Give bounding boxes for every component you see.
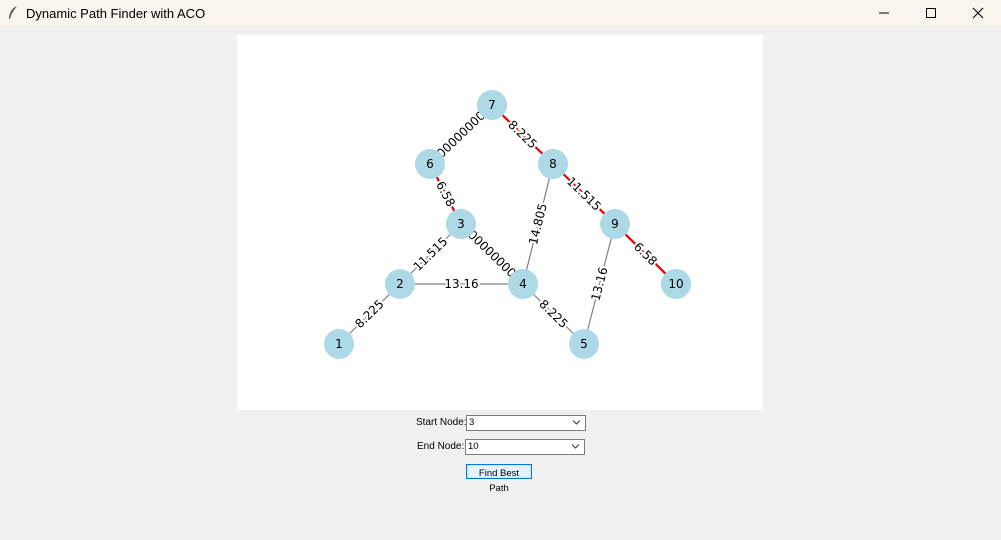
edge-label-6-7: 00000000 bbox=[434, 108, 488, 160]
end-node-value: 10 bbox=[468, 441, 479, 452]
end-node-select[interactable]: 10 bbox=[465, 439, 585, 455]
edge-5-9 bbox=[583, 223, 616, 345]
graph-drawing: 8.22511.51513.16000000008.22514.80513.16… bbox=[324, 90, 691, 359]
node-4 bbox=[508, 269, 538, 299]
node-7 bbox=[477, 90, 507, 120]
chevron-down-icon bbox=[572, 420, 581, 425]
node-8 bbox=[538, 149, 568, 179]
start-node-value: 3 bbox=[469, 417, 475, 428]
node-5 bbox=[569, 329, 599, 359]
graph-canvas: 8.225 11.515 13.16 00000000 8.225 14.805 13.16… bbox=[237, 35, 763, 410]
node-6 bbox=[415, 149, 445, 179]
node-label-4: 4 bbox=[519, 277, 527, 291]
window-title: Dynamic Path Finder with ACO bbox=[26, 6, 206, 21]
edge-label-3-4: 00000000 bbox=[465, 228, 519, 281]
edge-label-3-6: 6.58 bbox=[433, 179, 458, 209]
node-label-8: 8 bbox=[549, 157, 557, 171]
node-10 bbox=[661, 269, 691, 299]
edge-label-2-3: 11.515 bbox=[411, 234, 451, 273]
end-node-row: End Node: 10 bbox=[414, 439, 594, 455]
node-label-3: 3 bbox=[457, 217, 465, 231]
edge-label-4-5: 8.225 bbox=[536, 297, 570, 331]
node-label-1: 1 bbox=[335, 337, 343, 351]
find-best-path-button[interactable]: Find Best Path bbox=[466, 464, 532, 494]
start-node-row: Start Node: 3 bbox=[414, 415, 594, 431]
edge-label-4-8: 14.805 bbox=[526, 202, 550, 246]
minimize-icon bbox=[879, 12, 889, 14]
node-2 bbox=[385, 269, 415, 299]
maximize-icon bbox=[926, 8, 936, 18]
feather-icon bbox=[9, 6, 17, 19]
title-bar: Dynamic Path Finder with ACO bbox=[0, 0, 1001, 26]
chevron-down-icon bbox=[571, 444, 580, 449]
edge-label-1-2: 8.225 bbox=[352, 297, 386, 331]
edge-label-2-4: 13.16 bbox=[444, 277, 478, 291]
minimize-button[interactable] bbox=[861, 0, 907, 26]
edge-label-7-8: 8.225 bbox=[505, 118, 539, 152]
start-node-select[interactable]: 3 bbox=[466, 415, 586, 431]
node-label-2: 2 bbox=[396, 277, 404, 291]
node-label-7: 7 bbox=[488, 98, 496, 112]
close-button[interactable] bbox=[955, 0, 1001, 26]
maximize-button[interactable] bbox=[908, 0, 954, 26]
node-9 bbox=[600, 209, 630, 239]
node-label-10: 10 bbox=[668, 277, 683, 291]
edge-label-8-9: 11.515 bbox=[564, 174, 604, 213]
start-node-label: Start Node: bbox=[416, 417, 467, 428]
node-label-9: 9 bbox=[611, 217, 619, 231]
node-3 bbox=[446, 209, 476, 239]
node-1 bbox=[324, 329, 354, 359]
edge-4-8 bbox=[522, 163, 554, 285]
end-node-label: End Node: bbox=[417, 441, 465, 452]
node-label-5: 5 bbox=[580, 337, 588, 351]
close-icon bbox=[972, 7, 984, 19]
edge-label-5-9: 13.16 bbox=[588, 266, 610, 303]
node-label-6: 6 bbox=[426, 157, 434, 171]
